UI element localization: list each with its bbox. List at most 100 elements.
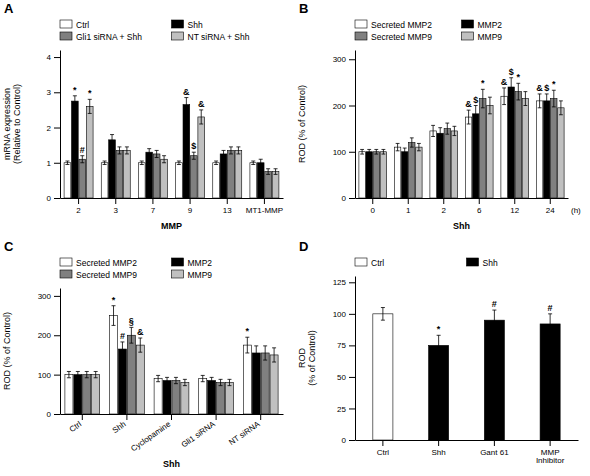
error-bar-stem	[202, 375, 203, 381]
legend-swatch	[60, 20, 72, 28]
bar	[172, 381, 180, 414]
error-bar-cap	[156, 375, 160, 376]
annotation: $	[544, 83, 549, 93]
error-bar-cap	[263, 345, 267, 346]
error-bar-stem	[164, 156, 165, 163]
bar	[437, 133, 443, 198]
error-bars	[437, 310, 553, 355]
error-bar-stem	[265, 346, 266, 360]
error-bar-stem	[74, 96, 75, 107]
error-bar-cap	[367, 149, 371, 150]
legend-swatch	[172, 20, 184, 28]
panel: 010020030001261224BROD (% of Control)Shh…	[297, 1, 581, 231]
error-bars	[67, 306, 249, 382]
bar	[257, 163, 264, 198]
error-bar-stem	[253, 161, 254, 165]
error-bar-cap	[184, 97, 188, 98]
error-bar-stem	[238, 147, 239, 154]
error-bar	[410, 138, 414, 147]
x-tick: MMPInhibitor	[536, 440, 565, 465]
x-tick-mark	[190, 198, 191, 204]
x-axis-line	[356, 198, 569, 199]
y-tick-mark	[54, 335, 60, 336]
y-tick: 100	[333, 310, 355, 319]
bar	[544, 101, 550, 198]
y-axis-label-line: ROD	[297, 348, 307, 369]
bar	[558, 108, 564, 198]
y-tick: 0	[47, 194, 60, 203]
y-tick-mark	[349, 408, 355, 409]
error-bar-cap	[67, 371, 71, 372]
x-tick-label: 3	[114, 206, 119, 215]
x-tick-mark	[438, 440, 439, 446]
error-bar	[254, 346, 258, 360]
y-tick-mark	[54, 128, 60, 129]
error-bar	[403, 148, 407, 155]
error-bar-cap	[103, 161, 107, 162]
y-tick-label: 2	[47, 124, 52, 133]
bar	[261, 353, 269, 414]
x-tick-label: 6	[477, 206, 482, 215]
y-tick-label: 3	[47, 88, 52, 97]
error-bar-stem	[438, 335, 439, 355]
y-tick: 0	[342, 194, 355, 203]
error-bars	[88, 99, 278, 174]
bar	[402, 152, 408, 198]
legend-label: Secreted MMP9	[371, 32, 432, 42]
error-bar-cap	[438, 138, 442, 139]
error-bar	[88, 99, 92, 113]
y-tick: 25	[337, 405, 355, 414]
y-tick-label: 300	[333, 55, 347, 64]
error-bar-stem	[260, 159, 261, 166]
y-tick-label: 100	[333, 310, 347, 319]
bar	[484, 320, 504, 440]
error-bar-cap	[481, 107, 485, 108]
error-bar-cap	[374, 154, 378, 155]
bar	[190, 156, 197, 198]
x-tick-mark	[408, 198, 409, 204]
x-tick-mark	[479, 198, 480, 204]
error-bar	[67, 371, 71, 377]
bar	[217, 383, 225, 415]
y-tick: 2	[47, 124, 60, 133]
error-bar-stem	[223, 150, 224, 157]
error-bar-cap	[452, 135, 456, 136]
error-bar-cap	[467, 124, 471, 125]
y-tick-mark	[54, 375, 60, 376]
annotation: $	[191, 141, 196, 151]
bar	[220, 154, 227, 198]
error-bar	[251, 161, 255, 165]
bar	[394, 147, 400, 198]
error-bar-cap	[177, 161, 181, 162]
bar	[181, 383, 189, 415]
error-bar-stem	[67, 161, 68, 165]
bar	[127, 335, 135, 414]
y-axis-label: mRNA expression(Relative to Control)	[2, 84, 22, 164]
bar	[138, 163, 145, 198]
legend-swatch	[355, 20, 367, 28]
error-bar-cap	[112, 305, 116, 306]
y-tick-label: 0	[47, 410, 52, 419]
error-bar-cap	[481, 89, 485, 90]
error-bar	[548, 314, 552, 334]
y-tick: 200	[38, 331, 60, 340]
error-bar-cap	[254, 360, 258, 361]
x-axis: CtrlShhGant 61MMPInhibitor	[356, 440, 579, 465]
error-bar-cap	[129, 327, 133, 328]
error-bar	[523, 92, 527, 106]
x-axis: 237913MT1-MMP	[61, 198, 284, 215]
error-bar-cap	[192, 159, 196, 160]
bar	[487, 106, 493, 199]
annotation: $	[473, 95, 478, 105]
bar	[416, 147, 422, 198]
error-bar-cap	[140, 161, 144, 162]
x-tick: Ctrl	[377, 440, 390, 457]
bar	[118, 349, 126, 414]
legend-swatch	[172, 258, 184, 266]
legend-item: Shh	[172, 20, 203, 30]
error-bar	[210, 377, 214, 383]
error-bar-cap	[85, 371, 89, 372]
error-bar	[559, 101, 563, 115]
y-tick: 300	[38, 292, 60, 301]
x-tick-mark	[115, 198, 116, 204]
